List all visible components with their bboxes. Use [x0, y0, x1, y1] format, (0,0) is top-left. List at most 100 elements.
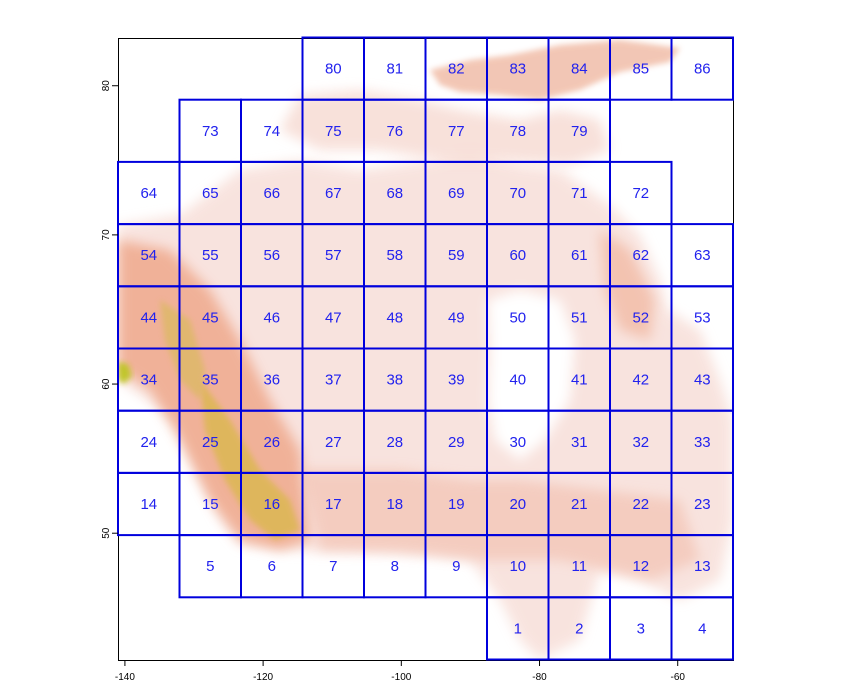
tile-label-33: 33 [694, 434, 711, 451]
tile-label-22: 22 [632, 496, 649, 513]
tile-label-73: 73 [202, 123, 219, 140]
tile-label-18: 18 [386, 496, 403, 513]
tile-label-85: 85 [632, 61, 649, 78]
y-tick-label: 60 [101, 378, 112, 390]
tile-label-44: 44 [140, 309, 157, 326]
tile-label-64: 64 [140, 185, 157, 202]
x-tick-label: -100 [391, 672, 411, 683]
tile-label-24: 24 [140, 434, 157, 451]
x-tick-label: -60 [670, 672, 685, 683]
tile-label-83: 83 [509, 61, 526, 78]
x-axis: -140 -120 -100 -80 -60 [115, 660, 685, 683]
tile-label-2: 2 [575, 620, 583, 637]
tile-label-3: 3 [637, 620, 645, 637]
tile-label-29: 29 [448, 434, 465, 451]
tile-label-13: 13 [694, 558, 711, 575]
tile-label-48: 48 [386, 309, 403, 326]
tile-label-46: 46 [263, 309, 280, 326]
tile-label-63: 63 [694, 247, 711, 264]
tile-label-15: 15 [202, 496, 219, 513]
tile-label-66: 66 [263, 185, 280, 202]
tile-label-20: 20 [509, 496, 526, 513]
tile-label-75: 75 [325, 123, 342, 140]
hudson-bay [488, 290, 575, 460]
tile-label-11: 11 [572, 558, 588, 575]
tile-label-37: 37 [325, 372, 342, 389]
tile-label-67: 67 [325, 185, 342, 202]
tile-label-81: 81 [386, 61, 403, 78]
tile-label-76: 76 [386, 123, 403, 140]
tile-label-21: 21 [571, 496, 588, 513]
peak-area [118, 362, 132, 384]
rocky-mountains [200, 380, 300, 540]
x-tick-label: -80 [532, 672, 547, 683]
tile-label-31: 31 [571, 434, 588, 451]
tile-label-58: 58 [386, 247, 403, 264]
tile-label-38: 38 [386, 372, 403, 389]
northern-islands [430, 40, 680, 100]
southern-plains [300, 470, 700, 580]
tile-label-52: 52 [632, 309, 649, 326]
tile-label-78: 78 [509, 123, 526, 140]
tile-label-62: 62 [632, 247, 649, 264]
tile-label-68: 68 [386, 185, 403, 202]
tile-label-56: 56 [263, 247, 280, 264]
tile-label-65: 65 [202, 185, 219, 202]
arctic-islands [280, 90, 610, 165]
tile-label-77: 77 [448, 123, 465, 140]
tile-label-32: 32 [632, 434, 649, 451]
tile-label-50: 50 [509, 309, 526, 326]
y-tick-label: 50 [101, 527, 112, 539]
tile-label-1: 1 [514, 620, 522, 637]
y-tick-label: 70 [101, 229, 112, 241]
tile-label-60: 60 [509, 247, 526, 264]
tile-label-16: 16 [263, 496, 280, 513]
tile-label-47: 47 [325, 309, 342, 326]
x-tick-label: -120 [253, 672, 273, 683]
tile-label-4: 4 [698, 620, 706, 637]
tile-cell-86[interactable] [670, 36, 734, 101]
y-axis: 50 60 70 80 [101, 80, 118, 539]
tile-grid [117, 36, 734, 661]
tile-label-84: 84 [571, 61, 588, 78]
tile-label-82: 82 [448, 61, 465, 78]
y-tick-label: 80 [101, 80, 112, 92]
tile-label-69: 69 [448, 185, 465, 202]
tile-label-54: 54 [140, 247, 157, 264]
tile-label-10: 10 [509, 558, 526, 575]
tile-label-34: 34 [140, 372, 157, 389]
tile-cell-63[interactable] [670, 223, 734, 288]
tile-label-86: 86 [694, 61, 711, 78]
tile-cell-72[interactable] [609, 160, 673, 226]
tile-label-8: 8 [391, 558, 399, 575]
tile-label-79: 79 [571, 123, 588, 140]
tile-label-59: 59 [448, 247, 465, 264]
tile-label-40: 40 [509, 372, 526, 389]
eastern-highlands [600, 230, 655, 340]
tile-label-36: 36 [263, 372, 280, 389]
tile-label-14: 14 [140, 496, 157, 513]
tile-label-7: 7 [329, 558, 337, 575]
tile-label-30: 30 [509, 434, 526, 451]
tile-label-45: 45 [202, 309, 219, 326]
tile-label-9: 9 [452, 558, 460, 575]
tile-label-55: 55 [202, 247, 219, 264]
tile-label-19: 19 [448, 496, 465, 513]
tile-label-28: 28 [386, 434, 403, 451]
tile-label-41: 41 [571, 372, 588, 389]
tile-label-49: 49 [448, 309, 465, 326]
tile-label-70: 70 [509, 185, 526, 202]
tile-label-17: 17 [325, 496, 342, 513]
tile-label-23: 23 [694, 496, 711, 513]
tile-label-26: 26 [263, 434, 280, 451]
tile-label-57: 57 [325, 247, 342, 264]
tile-label-53: 53 [694, 309, 711, 326]
x-tick-label: -140 [115, 672, 135, 683]
tile-label-35: 35 [202, 372, 219, 389]
tile-label-43: 43 [694, 372, 711, 389]
tile-label-61: 61 [571, 247, 588, 264]
tile-label-5: 5 [206, 558, 214, 575]
tile-label-71: 71 [571, 185, 588, 202]
